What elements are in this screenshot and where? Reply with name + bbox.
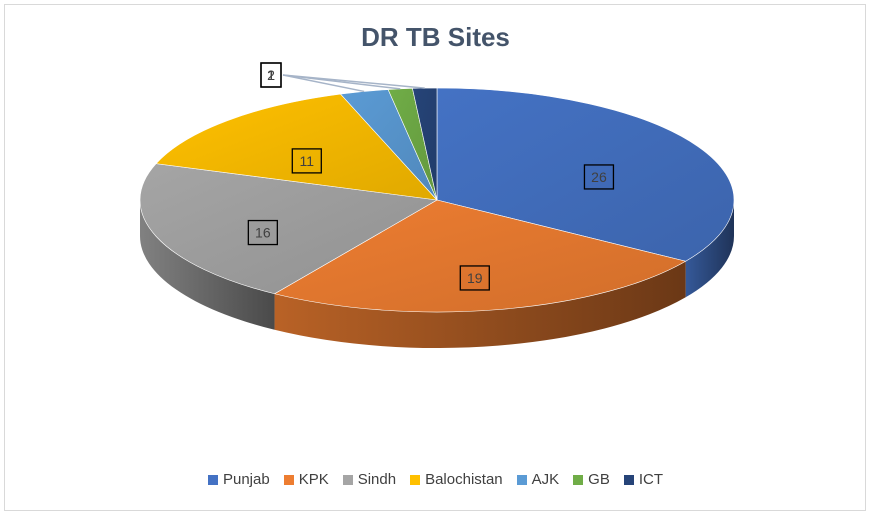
legend-swatch-balochistan — [410, 474, 421, 485]
chart-legend: Punjab KPK Sindh Balochistan AJK GB ICT — [0, 471, 871, 488]
legend-item-ict[interactable]: ICT — [623, 471, 664, 488]
leader-line-ict — [282, 74, 425, 89]
pie-side-punjab — [685, 200, 734, 298]
legend-item-sindh[interactable]: Sindh — [342, 471, 397, 488]
data-label-ict: 1 — [267, 67, 275, 83]
legend-label-kpk: KPK — [298, 471, 329, 488]
legend-label-ajk: AJK — [531, 471, 560, 488]
legend-item-balochistan[interactable]: Balochistan — [410, 471, 503, 488]
chart-title: DR TB Sites — [361, 22, 510, 52]
legend-swatch-ict — [623, 474, 634, 485]
legend-swatch-punjab — [207, 474, 218, 485]
legend-swatch-gb — [573, 474, 584, 485]
data-label-box-ict — [260, 62, 282, 88]
data-label-punjab: 26 — [591, 169, 607, 185]
legend-item-punjab[interactable]: Punjab — [207, 471, 270, 488]
pie-top-faces — [139, 87, 735, 313]
pie-side-kpk — [274, 261, 686, 348]
legend-swatch-kpk — [283, 474, 294, 485]
legend-swatch-ajk — [516, 474, 527, 485]
pie-slice-punjab[interactable] — [436, 87, 735, 262]
legend-item-gb[interactable]: GB — [573, 471, 610, 488]
legend-item-kpk[interactable]: KPK — [283, 471, 329, 488]
data-label-ajk: 2 — [267, 67, 275, 83]
pie-slice-ict[interactable] — [412, 87, 438, 201]
data-label-box-balochistan — [291, 148, 322, 174]
data-label-gb: 1 — [267, 67, 275, 83]
data-label-box-sindh — [247, 219, 278, 246]
data-label-box-punjab — [583, 164, 615, 190]
data-label-balochistan: 11 — [300, 153, 315, 169]
data-label-kpk: 19 — [467, 270, 483, 286]
data-label-sindh: 16 — [255, 225, 271, 241]
pie-side-sindh — [140, 200, 275, 330]
legend-label-ict: ICT — [638, 471, 664, 488]
legend-swatch-sindh — [342, 474, 353, 485]
leader-line-ajk — [282, 74, 365, 93]
pie-slice-sindh[interactable] — [139, 163, 438, 295]
legend-label-punjab: Punjab — [222, 471, 270, 488]
data-label-box-kpk — [459, 265, 490, 291]
legend-item-ajk[interactable]: AJK — [516, 471, 560, 488]
legend-label-gb: GB — [588, 471, 610, 488]
pie-slice-balochistan[interactable] — [155, 93, 438, 201]
pie-side-walls — [140, 200, 734, 348]
pie-slice-kpk[interactable] — [273, 199, 687, 313]
legend-label-sindh: Sindh — [357, 471, 397, 488]
legend-label-balochistan: Balochistan — [425, 471, 503, 488]
